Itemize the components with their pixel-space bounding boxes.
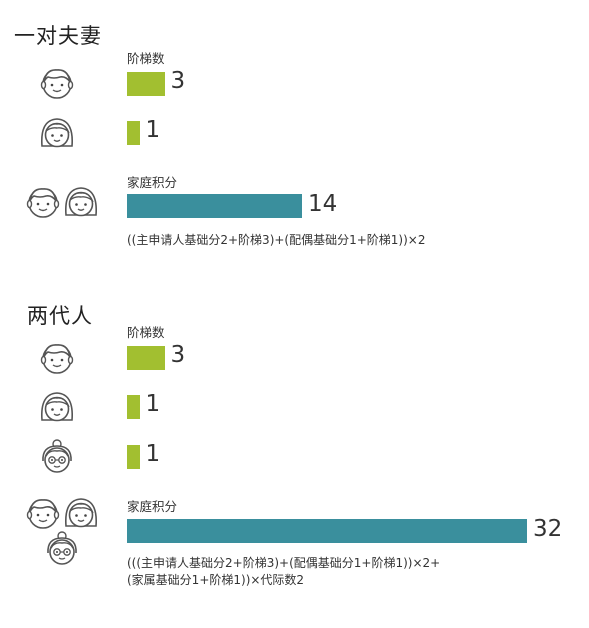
step-value: 3 — [170, 68, 186, 94]
man-face-icon — [40, 344, 74, 374]
man-face-icon — [26, 188, 60, 218]
score-value: 14 — [308, 191, 338, 217]
woman-face-icon — [40, 392, 74, 422]
woman-face-icon — [64, 187, 98, 217]
step-value: 1 — [145, 441, 161, 467]
step-value: 1 — [145, 117, 161, 143]
woman-face-icon — [64, 498, 98, 528]
steps-label-couple: 阶梯数 — [127, 51, 165, 66]
formula-line: ((主申请人基础分2+阶梯3)+(配偶基础分1+阶梯1))×2 — [127, 233, 426, 247]
steps-label-two-generations: 阶梯数 — [127, 325, 165, 340]
formula-line: (家属基础分1+阶梯1))×代际数2 — [127, 573, 305, 587]
step-bar — [127, 346, 165, 370]
step-value: 1 — [145, 391, 161, 417]
step-bar — [127, 395, 140, 419]
formula-line: (((主申请人基础分2+阶梯3)+(配偶基础分1+阶梯1))×2+ — [127, 556, 441, 570]
woman-face-icon — [40, 118, 74, 148]
formula-couple: ((主申请人基础分2+阶梯3)+(配偶基础分1+阶梯1))×2 — [127, 232, 425, 249]
group-title-two-generations: 两代人 — [27, 304, 93, 328]
score-bar — [127, 194, 302, 218]
man-face-icon — [26, 499, 60, 529]
score-label-two-generations: 家庭积分 — [127, 499, 178, 514]
step-value: 3 — [170, 342, 186, 368]
step-bar — [127, 72, 165, 96]
step-bar — [127, 445, 140, 469]
step-bar — [127, 121, 140, 145]
score-label-couple: 家庭积分 — [127, 175, 178, 190]
man-face-icon — [40, 69, 74, 99]
elder-face-icon — [47, 531, 77, 565]
score-bar — [127, 519, 527, 543]
score-value: 32 — [533, 516, 563, 542]
elder-face-icon — [42, 439, 72, 473]
formula-two-generations: (((主申请人基础分2+阶梯3)+(配偶基础分1+阶梯1))×2+ (家属基础分… — [127, 555, 440, 589]
group-title-couple: 一对夫妻 — [14, 24, 102, 48]
